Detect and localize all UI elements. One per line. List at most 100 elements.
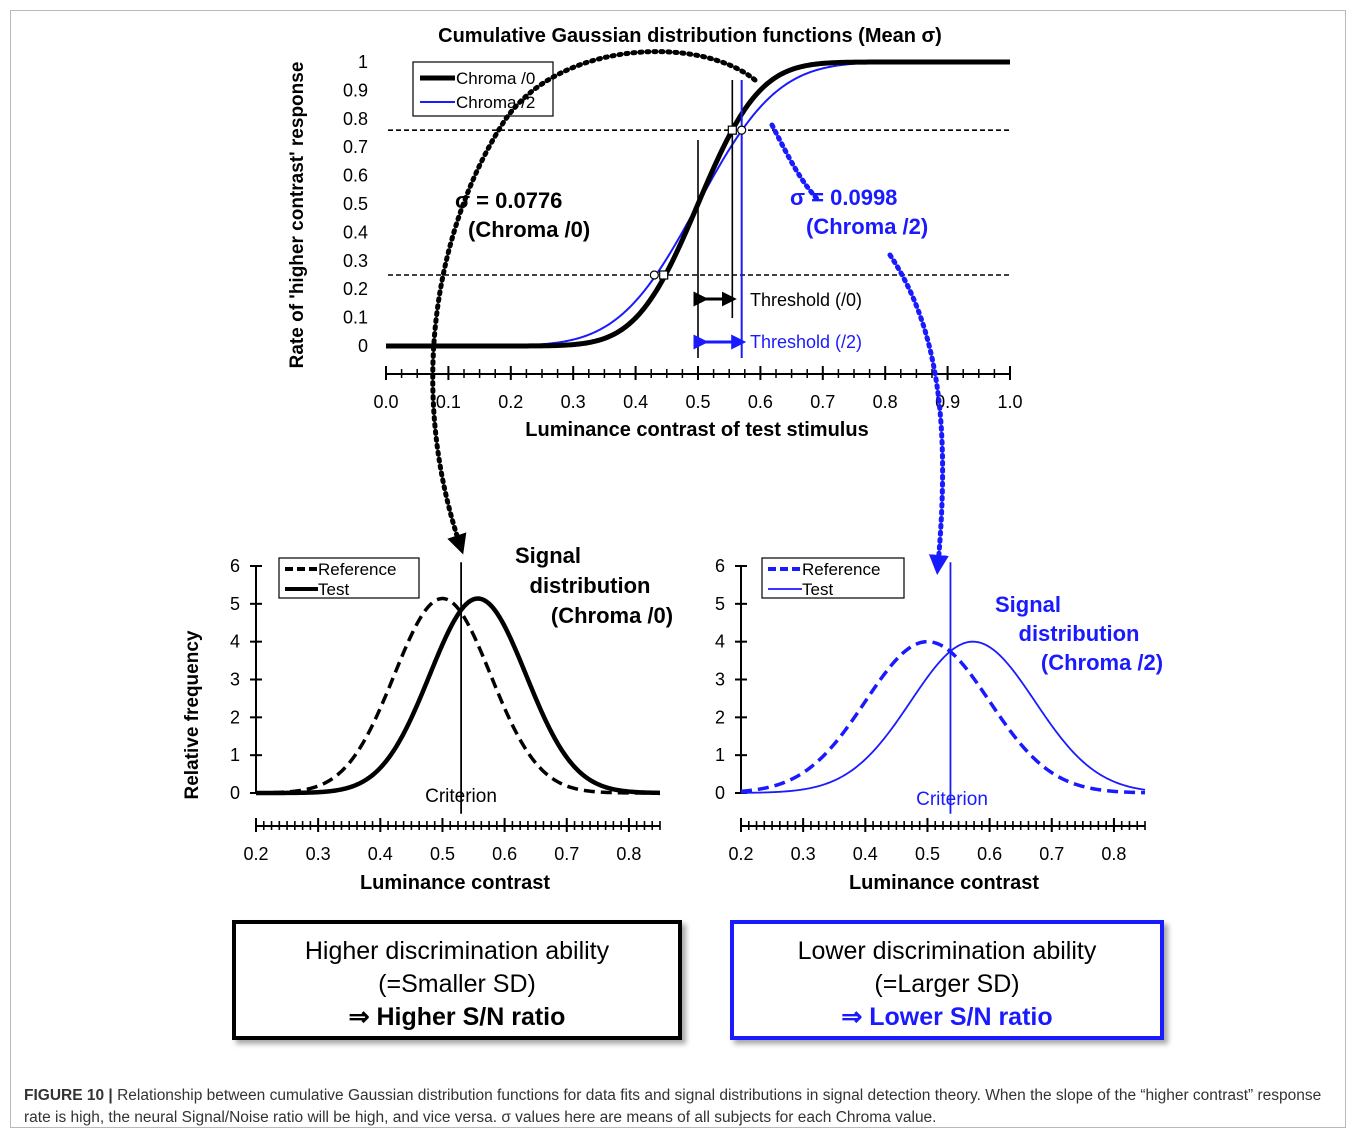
bl-criterion-label: Criterion (425, 786, 497, 807)
top-y-tick-label: 0.5 (343, 194, 368, 214)
top-x-tick-label: 0.8 (873, 392, 898, 412)
br-y-tick-label: 4 (715, 632, 725, 652)
br-legend: Reference Test (761, 557, 905, 599)
top-y-tick-label: 0.7 (343, 137, 368, 157)
bl-curve-reference (255, 596, 660, 795)
lower-discrimination-line1: Lower discrimination ability (797, 937, 1097, 965)
top-y-tick-label: 0.6 (343, 166, 368, 186)
br-legend-box (761, 557, 905, 599)
top-chart-ylabel: Rate of 'higher contrast' response (287, 62, 308, 369)
top-y-tick-label: 0.4 (343, 222, 368, 242)
top-x-tick-label: 0.0 (373, 392, 398, 412)
higher-discrimination-line2: (=Smaller SD) (378, 970, 536, 998)
bl-y-tick-label: 1 (230, 745, 240, 765)
bl-legend: Reference Test (278, 557, 420, 599)
top-y-tick-label: 0 (358, 336, 368, 356)
br-criterion-label: Criterion (916, 789, 988, 810)
br-y-tick-label: 2 (715, 707, 725, 727)
br-x-tick-label: 0.8 (1101, 844, 1126, 864)
intersection-square-low (659, 270, 669, 280)
sigma0-value: σ = 0.0776 (455, 188, 562, 213)
bl-x-tick-label: 0.3 (306, 844, 331, 864)
br-x-tick-label: 0.4 (853, 844, 878, 864)
top-x-tick-label: 0.6 (748, 392, 773, 412)
bl-title-line3: (Chroma /0) (551, 603, 673, 628)
threshold0-label: Threshold (/0) (750, 290, 862, 310)
top-y-tick-label: 0.8 (343, 109, 368, 129)
br-y-tick-label: 6 (715, 556, 725, 576)
top-y-tick-label: 0.2 (343, 279, 368, 299)
top-x-tick-label: 0.2 (498, 392, 523, 412)
top-legend-box (412, 61, 554, 117)
bl-x-tick-label: 0.7 (554, 844, 579, 864)
br-title-line3: (Chroma /2) (1041, 650, 1163, 675)
top-chart-legend: Chroma /0 Chroma /2 (412, 61, 554, 117)
br-x-tick-label: 0.5 (915, 844, 940, 864)
br-x-tick-label: 0.6 (977, 844, 1002, 864)
top-chart-xlabel: Luminance contrast of test stimulus (525, 419, 868, 441)
higher-discrimination-line3: ⇒ Higher S/N ratio (348, 1003, 566, 1031)
higher-discrimination-line1: Higher discrimination ability (304, 937, 610, 965)
bl-x-tick-label: 0.5 (430, 844, 455, 864)
br-x-tick-label: 0.3 (791, 844, 816, 864)
bl-title-line2: distribution (530, 573, 651, 598)
bl-y-tick-label: 5 (230, 594, 240, 614)
br-y-tick-label: 5 (715, 594, 725, 614)
bl-curve-test (255, 596, 661, 796)
top-x-tick-label: 1.0 (997, 392, 1022, 412)
bl-legend-label-test: Test (318, 580, 349, 599)
bl-y-tick-label: 2 (230, 707, 240, 727)
br-legend-label-reference: Reference (802, 560, 880, 579)
caption-text: Relationship between cumulative Gaussian… (24, 1087, 1322, 1126)
bl-xlabel: Luminance contrast (360, 872, 550, 894)
bl-y-tick-label: 6 (230, 556, 240, 576)
bl-y-tick-label: 3 (230, 670, 240, 690)
top-x-tick-label: 0.7 (810, 392, 835, 412)
br-x-tick-label: 0.2 (728, 844, 753, 864)
br-curve-test (740, 640, 1146, 794)
intersection-circle-low (649, 270, 659, 280)
bl-y-tick-label: 0 (230, 783, 240, 803)
signal-distribution-chroma2-chart: Luminance contrast Signal distribution (… (715, 556, 1163, 894)
top-y-tick-label: 1 (358, 52, 368, 72)
top-x-tick-label: 0.4 (623, 392, 648, 412)
cumulative-chart: Cumulative Gaussian distribution functio… (287, 25, 1023, 441)
top-y-tick-label: 0.3 (343, 251, 368, 271)
lower-discrimination-box: Lower discrimination ability (=Larger SD… (730, 920, 1164, 1040)
br-y-tick-label: 0 (715, 783, 725, 803)
arrow-to-chroma0-distribution (430, 49, 758, 555)
br-series (740, 562, 1146, 814)
top-y-tick-label: 0.9 (343, 80, 368, 100)
bl-x-tick-label: 0.8 (616, 844, 641, 864)
lower-discrimination-line2: (=Larger SD) (874, 970, 1020, 998)
br-y-tick-label: 1 (715, 745, 725, 765)
top-chart-title: Cumulative Gaussian distribution functio… (438, 25, 942, 47)
figure-frame (10, 10, 1346, 1128)
intersection-square-high (727, 125, 737, 135)
bl-ylabel: Relative frequency (182, 630, 203, 799)
top-chart-threshold-marks (649, 80, 747, 358)
top-x-tick-label: 0.5 (685, 392, 710, 412)
br-x-tick-label: 0.7 (1039, 844, 1064, 864)
bl-legend-label-reference: Reference (318, 560, 396, 579)
threshold2-label: Threshold (/2) (750, 332, 862, 352)
br-title-line1: Signal (995, 592, 1061, 617)
top-y-tick-label: 0.1 (343, 308, 368, 328)
sigma0-label: (Chroma /0) (468, 217, 590, 242)
br-xlabel: Luminance contrast (849, 872, 1039, 894)
bl-legend-box (278, 557, 420, 599)
lower-discrimination-line3: ⇒ Lower S/N ratio (841, 1003, 1053, 1031)
br-curve-reference (740, 639, 1146, 795)
top-x-tick-label: 0.1 (436, 392, 461, 412)
bl-x-tick-label: 0.4 (368, 844, 393, 864)
signal-distribution-chroma0-chart: Relative frequency Luminance contrast Si… (182, 543, 673, 894)
intersection-circle-high (737, 125, 747, 135)
bl-y-tick-label: 4 (230, 632, 240, 652)
figure-caption: FIGURE 10 | Relationship between cumulat… (24, 1085, 1334, 1129)
br-y-tick-label: 3 (715, 670, 725, 690)
higher-discrimination-box: Higher discrimination ability (=Smaller … (232, 920, 682, 1040)
br-axes: 0.2 0.3 0.4 0.5 0.6 0.7 0.8 0 1 2 3 4 5 6 (715, 556, 1146, 864)
br-legend-label-test: Test (802, 580, 833, 599)
top-x-tick-label: 0.3 (561, 392, 586, 412)
arrow-to-chroma2-distribution (769, 122, 943, 565)
